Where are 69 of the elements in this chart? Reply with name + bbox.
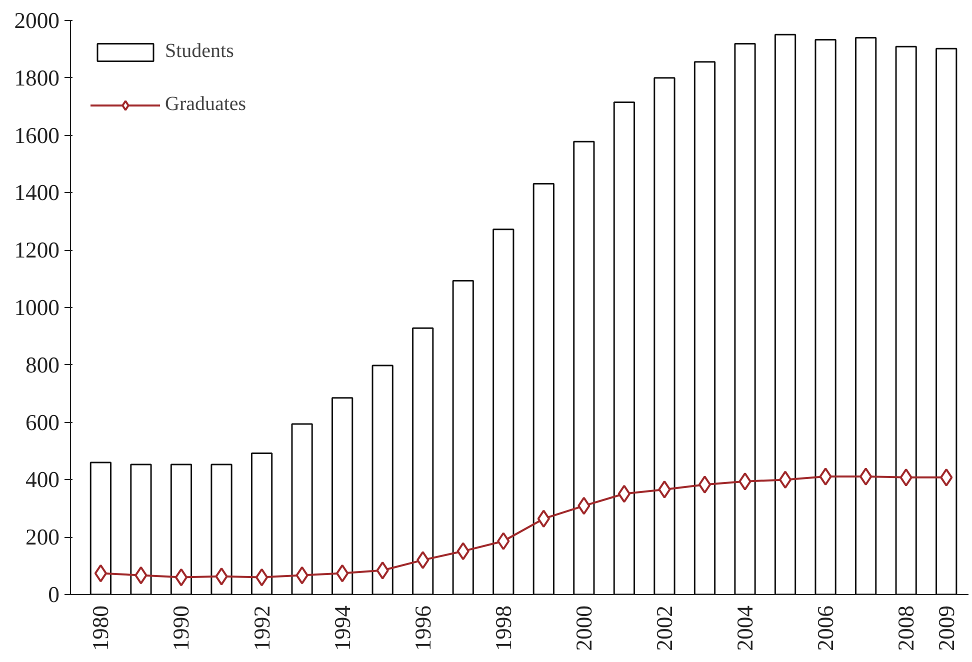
x-tick-label: 2009	[934, 606, 959, 651]
y-tick-label: 200	[26, 524, 60, 550]
point	[134, 566, 148, 584]
x-tick-label: 1998	[490, 606, 516, 651]
point	[900, 468, 912, 486]
y-tick-label: 1800	[14, 65, 60, 90]
x-tick-label: 1994	[330, 606, 355, 651]
x-tick-label: 1992	[249, 606, 274, 651]
point	[215, 567, 228, 586]
bar	[210, 464, 232, 594]
bar	[854, 36, 877, 594]
point	[94, 564, 108, 582]
point	[819, 468, 832, 486]
point	[618, 484, 631, 503]
bar	[694, 61, 716, 594]
bar	[372, 364, 394, 594]
point	[376, 561, 389, 580]
bar	[250, 452, 273, 594]
y-tick-label: 0	[48, 582, 60, 607]
y-tick-label: 800	[26, 352, 60, 378]
x-tick-label: 1996	[410, 606, 436, 651]
bar	[936, 48, 958, 594]
legend-label: Graduates	[165, 93, 246, 116]
bar	[734, 42, 756, 594]
x-tick-label: 2004	[732, 606, 758, 651]
point	[174, 568, 188, 586]
x-tick-label: 2000	[571, 606, 596, 651]
bar	[814, 38, 836, 594]
bar	[492, 228, 514, 594]
point	[578, 496, 590, 515]
point	[416, 551, 430, 570]
bar	[774, 34, 796, 594]
x-tick-label: 2008	[894, 606, 919, 651]
point	[497, 532, 510, 550]
point	[296, 566, 308, 584]
bar	[613, 102, 636, 594]
y-tick-label: 600	[26, 410, 60, 435]
point	[658, 480, 671, 498]
y-tick-label: 400	[26, 467, 60, 492]
y-tick-label: 2000	[14, 8, 60, 33]
point	[859, 468, 872, 486]
point	[778, 470, 792, 489]
y-tick-label: 1600	[14, 122, 60, 148]
bar	[573, 140, 595, 594]
point	[738, 472, 752, 490]
bar	[130, 464, 152, 594]
bar	[895, 46, 917, 594]
x-tick-label: 2002	[652, 606, 677, 651]
y-tick-label: 1000	[14, 295, 60, 320]
bar	[291, 423, 313, 594]
x-tick-label: 1990	[168, 606, 194, 651]
point	[336, 564, 349, 582]
point	[940, 468, 953, 486]
bar	[654, 77, 676, 594]
bar	[90, 462, 112, 594]
bar	[452, 280, 474, 594]
point	[537, 510, 550, 528]
bar	[170, 464, 192, 594]
point	[456, 542, 470, 560]
point	[255, 568, 268, 586]
bar	[532, 183, 554, 594]
x-tick-label: 1980	[88, 606, 114, 651]
x-tick-label: 2006	[813, 606, 838, 651]
point	[698, 476, 712, 494]
y-tick-label: 1200	[14, 238, 60, 263]
bar	[332, 397, 354, 594]
bar	[412, 327, 434, 594]
legend-label: Students	[165, 40, 234, 63]
y-tick-label: 1400	[14, 180, 60, 206]
